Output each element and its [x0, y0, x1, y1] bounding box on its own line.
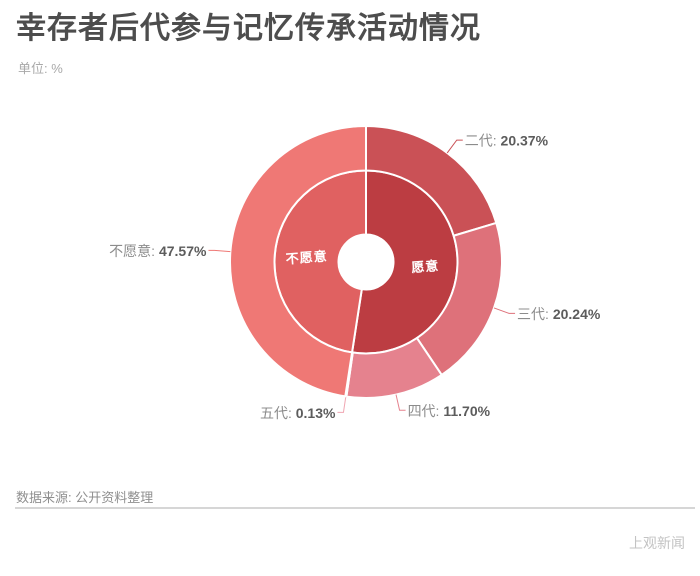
outer-segment-label: 三代: 20.24%	[517, 306, 601, 322]
label-leader-line	[395, 394, 406, 411]
outer-segment-label: 二代: 20.37%	[465, 133, 549, 149]
sunburst-outer-segment-4[interactable]	[229, 125, 367, 398]
unit-subtitle: 单位: %	[18, 61, 63, 76]
label-leader-line	[493, 307, 516, 314]
outer-segment-label: 五代: 0.13%	[260, 405, 336, 421]
outer-segment-label: 四代: 11.70%	[408, 403, 491, 419]
label-leader-line	[337, 396, 347, 413]
inner-segment-label: 愿意	[411, 258, 440, 275]
label-leader-line	[446, 139, 463, 154]
page-title: 幸存者后代参与记忆传承活动情况	[16, 12, 481, 45]
inner-segment-label: 不愿意	[285, 248, 328, 266]
watermark-logo: 上观新闻	[629, 535, 685, 551]
outer-segment-label: 不愿意: 47.57%	[109, 243, 207, 259]
data-source-label: 数据来源: 公开资料整理	[16, 490, 154, 505]
label-leader-line	[208, 249, 231, 253]
footer-divider	[15, 507, 695, 509]
